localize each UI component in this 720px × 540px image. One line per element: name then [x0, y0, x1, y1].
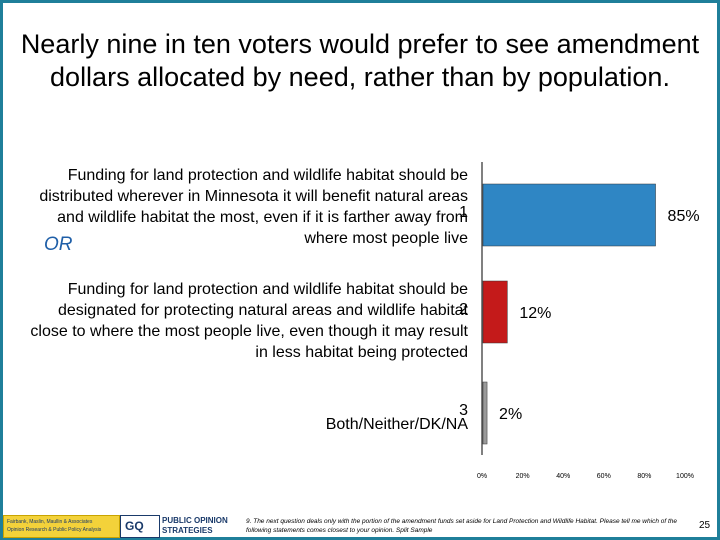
bar-1: [482, 183, 656, 247]
or-label: OR: [44, 234, 73, 255]
x-tick-label: 80%: [637, 473, 651, 480]
option-1-label: Funding for land protection and wildlife…: [39, 167, 468, 247]
value-label-1: 85%: [668, 208, 700, 225]
gq-logo-text: GQ: [125, 519, 144, 533]
x-tick-label: 40%: [556, 473, 570, 480]
option-3-label: Both/Neither/DK/NA: [325, 416, 468, 433]
pos-logo-line2: STRATEGIES: [162, 526, 213, 535]
value-label-3: 2%: [499, 406, 522, 423]
x-tick-label: 0%: [477, 473, 487, 480]
page-title: Nearly nine in ten voters would prefer t…: [20, 29, 700, 92]
fm3-logo: Fairbank, Maslin, Maullin & Associates O…: [3, 515, 120, 538]
x-tick-label: 60%: [597, 473, 611, 480]
x-tick-label: 20%: [516, 473, 530, 480]
pos-logo: PUBLIC OPINION STRATEGIES: [162, 516, 228, 536]
fm3-logo-line1: Fairbank, Maslin, Maullin & Associates: [7, 519, 93, 525]
category-label-2: 2: [459, 301, 468, 318]
category-label-3: 3: [459, 402, 468, 419]
footnote: 9. The next question deals only with the…: [246, 518, 677, 534]
x-tick-label: 100%: [676, 473, 694, 480]
fm3-logo-line2: Opinion Research & Public Policy Analysi…: [7, 527, 102, 533]
pos-logo-line1: PUBLIC OPINION: [162, 516, 228, 525]
page-number: 25: [699, 520, 711, 531]
value-label-2: 12%: [519, 305, 551, 322]
category-label-1: 1: [459, 204, 468, 221]
option-2-label: Funding for land protection and wildlife…: [30, 281, 468, 361]
bar-3: [482, 381, 488, 445]
gq-logo: GQ: [120, 515, 160, 538]
bar-2: [482, 280, 508, 344]
